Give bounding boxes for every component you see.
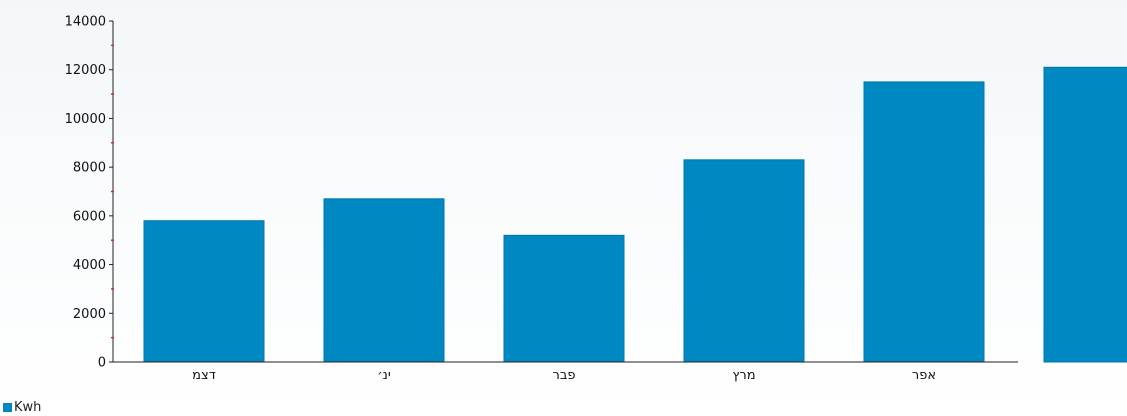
y-axis: 0 2000 4000 6000 8000 10000 12000 14000: [65, 15, 114, 371]
y-tick-label-6000: 6000: [73, 209, 106, 224]
y-tick-label-8000: 8000: [73, 161, 106, 176]
bars-layer: [143, 66, 1127, 363]
y-tick-label-14000: 14000: [65, 15, 106, 30]
y-tick-label-10000: 10000: [65, 112, 106, 127]
y-tick-label-4000: 4000: [73, 258, 106, 273]
x-tick-label-0: דצמ: [192, 368, 216, 383]
x-tick-label-3: מרץ: [732, 368, 755, 383]
legend: Kwh: [3, 399, 42, 415]
bar-1: [323, 198, 445, 363]
bar-3: [683, 159, 805, 363]
x-tick-label-4: אפר: [912, 368, 936, 383]
x-tick-label-2: פבר: [553, 368, 576, 383]
y-tick-label-0: 0: [98, 356, 106, 371]
x-axis: דצמ ינ׳ פבר מרץ אפר: [113, 361, 1018, 383]
x-tick-label-1: ינ׳: [377, 368, 391, 383]
bar-5: [1043, 66, 1127, 363]
y-tick-label-2000: 2000: [73, 307, 106, 322]
bar-4: [863, 81, 985, 363]
legend-label-kwh: Kwh: [14, 399, 42, 415]
bar-2: [503, 234, 625, 363]
legend-swatch-kwh: [3, 402, 12, 412]
y-tick-label-12000: 12000: [65, 63, 106, 78]
bar-0: [143, 220, 265, 363]
